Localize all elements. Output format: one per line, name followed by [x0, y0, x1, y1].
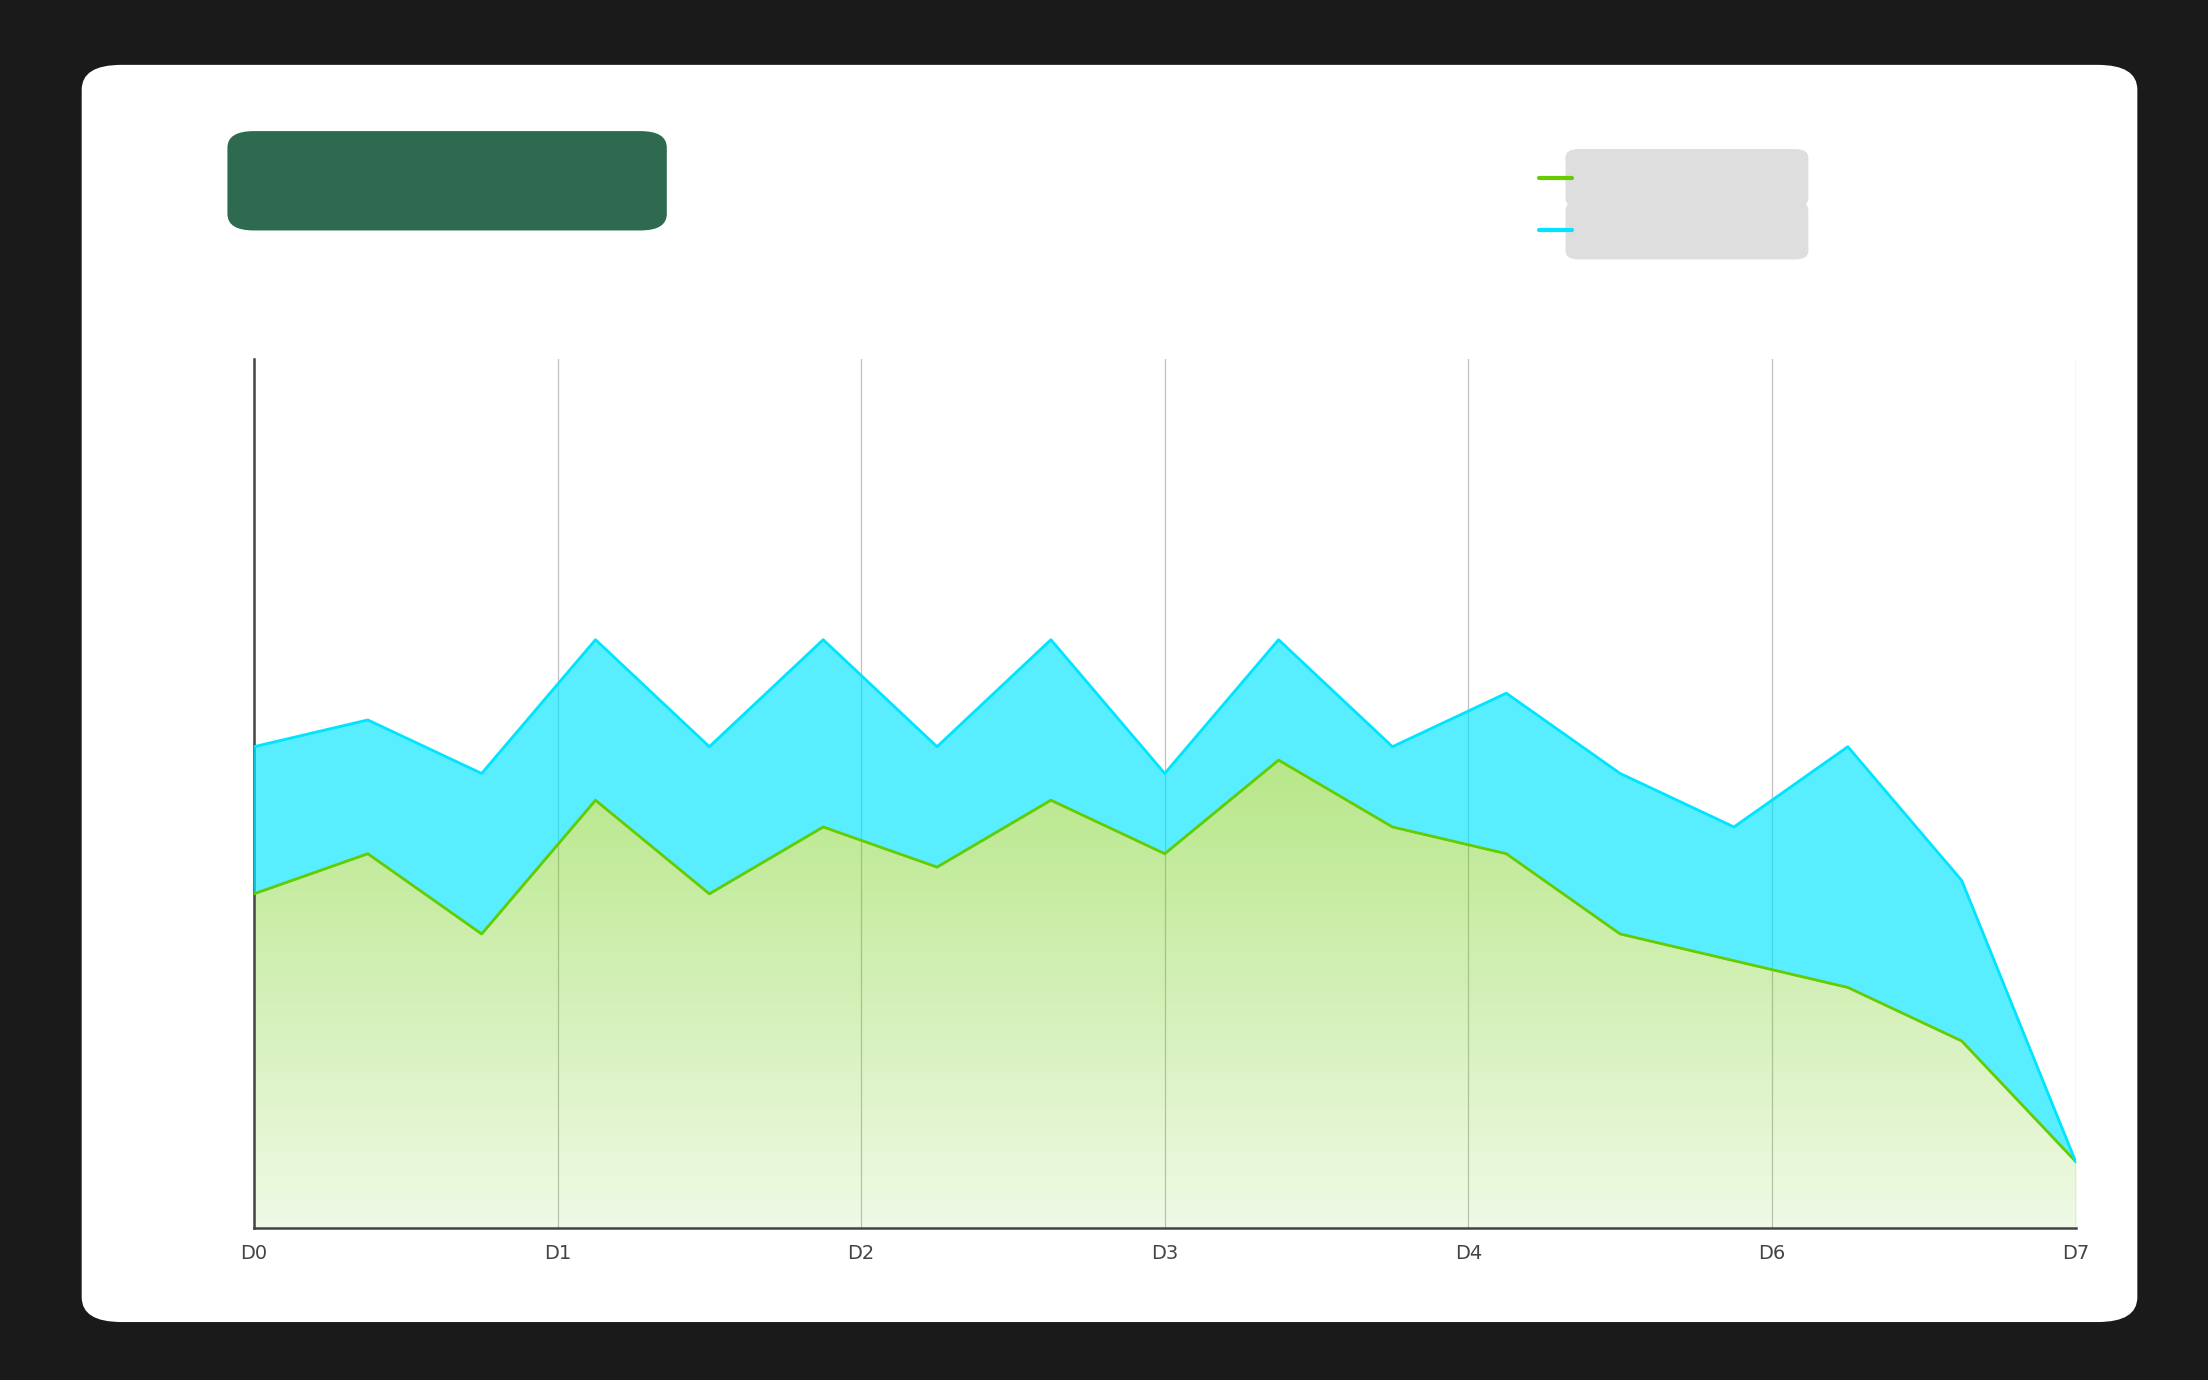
- FancyBboxPatch shape: [82, 65, 2137, 1322]
- FancyBboxPatch shape: [1565, 149, 1808, 207]
- FancyBboxPatch shape: [1565, 201, 1808, 259]
- FancyBboxPatch shape: [227, 131, 667, 230]
